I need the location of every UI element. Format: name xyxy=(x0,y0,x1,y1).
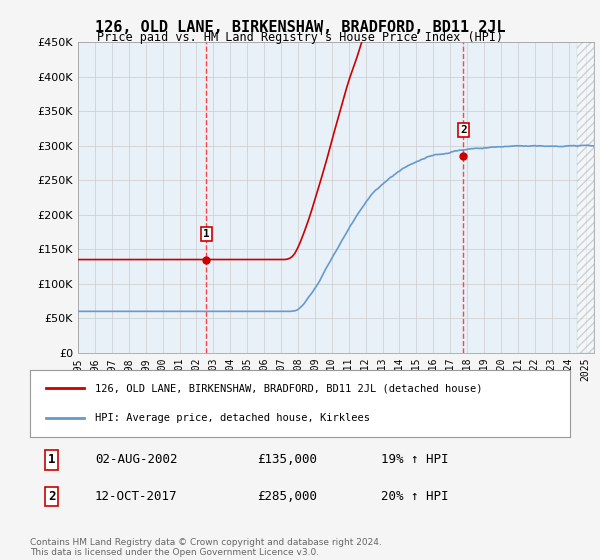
Text: 1: 1 xyxy=(48,454,55,466)
Text: 1: 1 xyxy=(203,229,209,239)
Text: HPI: Average price, detached house, Kirklees: HPI: Average price, detached house, Kirk… xyxy=(95,413,370,423)
Text: 20% ↑ HPI: 20% ↑ HPI xyxy=(381,490,449,503)
Text: £135,000: £135,000 xyxy=(257,454,317,466)
Text: 2: 2 xyxy=(460,125,467,136)
Text: 12-OCT-2017: 12-OCT-2017 xyxy=(95,490,178,503)
Text: 02-AUG-2002: 02-AUG-2002 xyxy=(95,454,178,466)
Text: 126, OLD LANE, BIRKENSHAW, BRADFORD, BD11 2JL: 126, OLD LANE, BIRKENSHAW, BRADFORD, BD1… xyxy=(95,20,505,35)
Text: 126, OLD LANE, BIRKENSHAW, BRADFORD, BD11 2JL (detached house): 126, OLD LANE, BIRKENSHAW, BRADFORD, BD1… xyxy=(95,384,482,394)
Text: Price paid vs. HM Land Registry's House Price Index (HPI): Price paid vs. HM Land Registry's House … xyxy=(97,31,503,44)
Text: Contains HM Land Registry data © Crown copyright and database right 2024.
This d: Contains HM Land Registry data © Crown c… xyxy=(30,538,382,557)
Text: £285,000: £285,000 xyxy=(257,490,317,503)
Text: 19% ↑ HPI: 19% ↑ HPI xyxy=(381,454,449,466)
Text: 2: 2 xyxy=(48,490,55,503)
